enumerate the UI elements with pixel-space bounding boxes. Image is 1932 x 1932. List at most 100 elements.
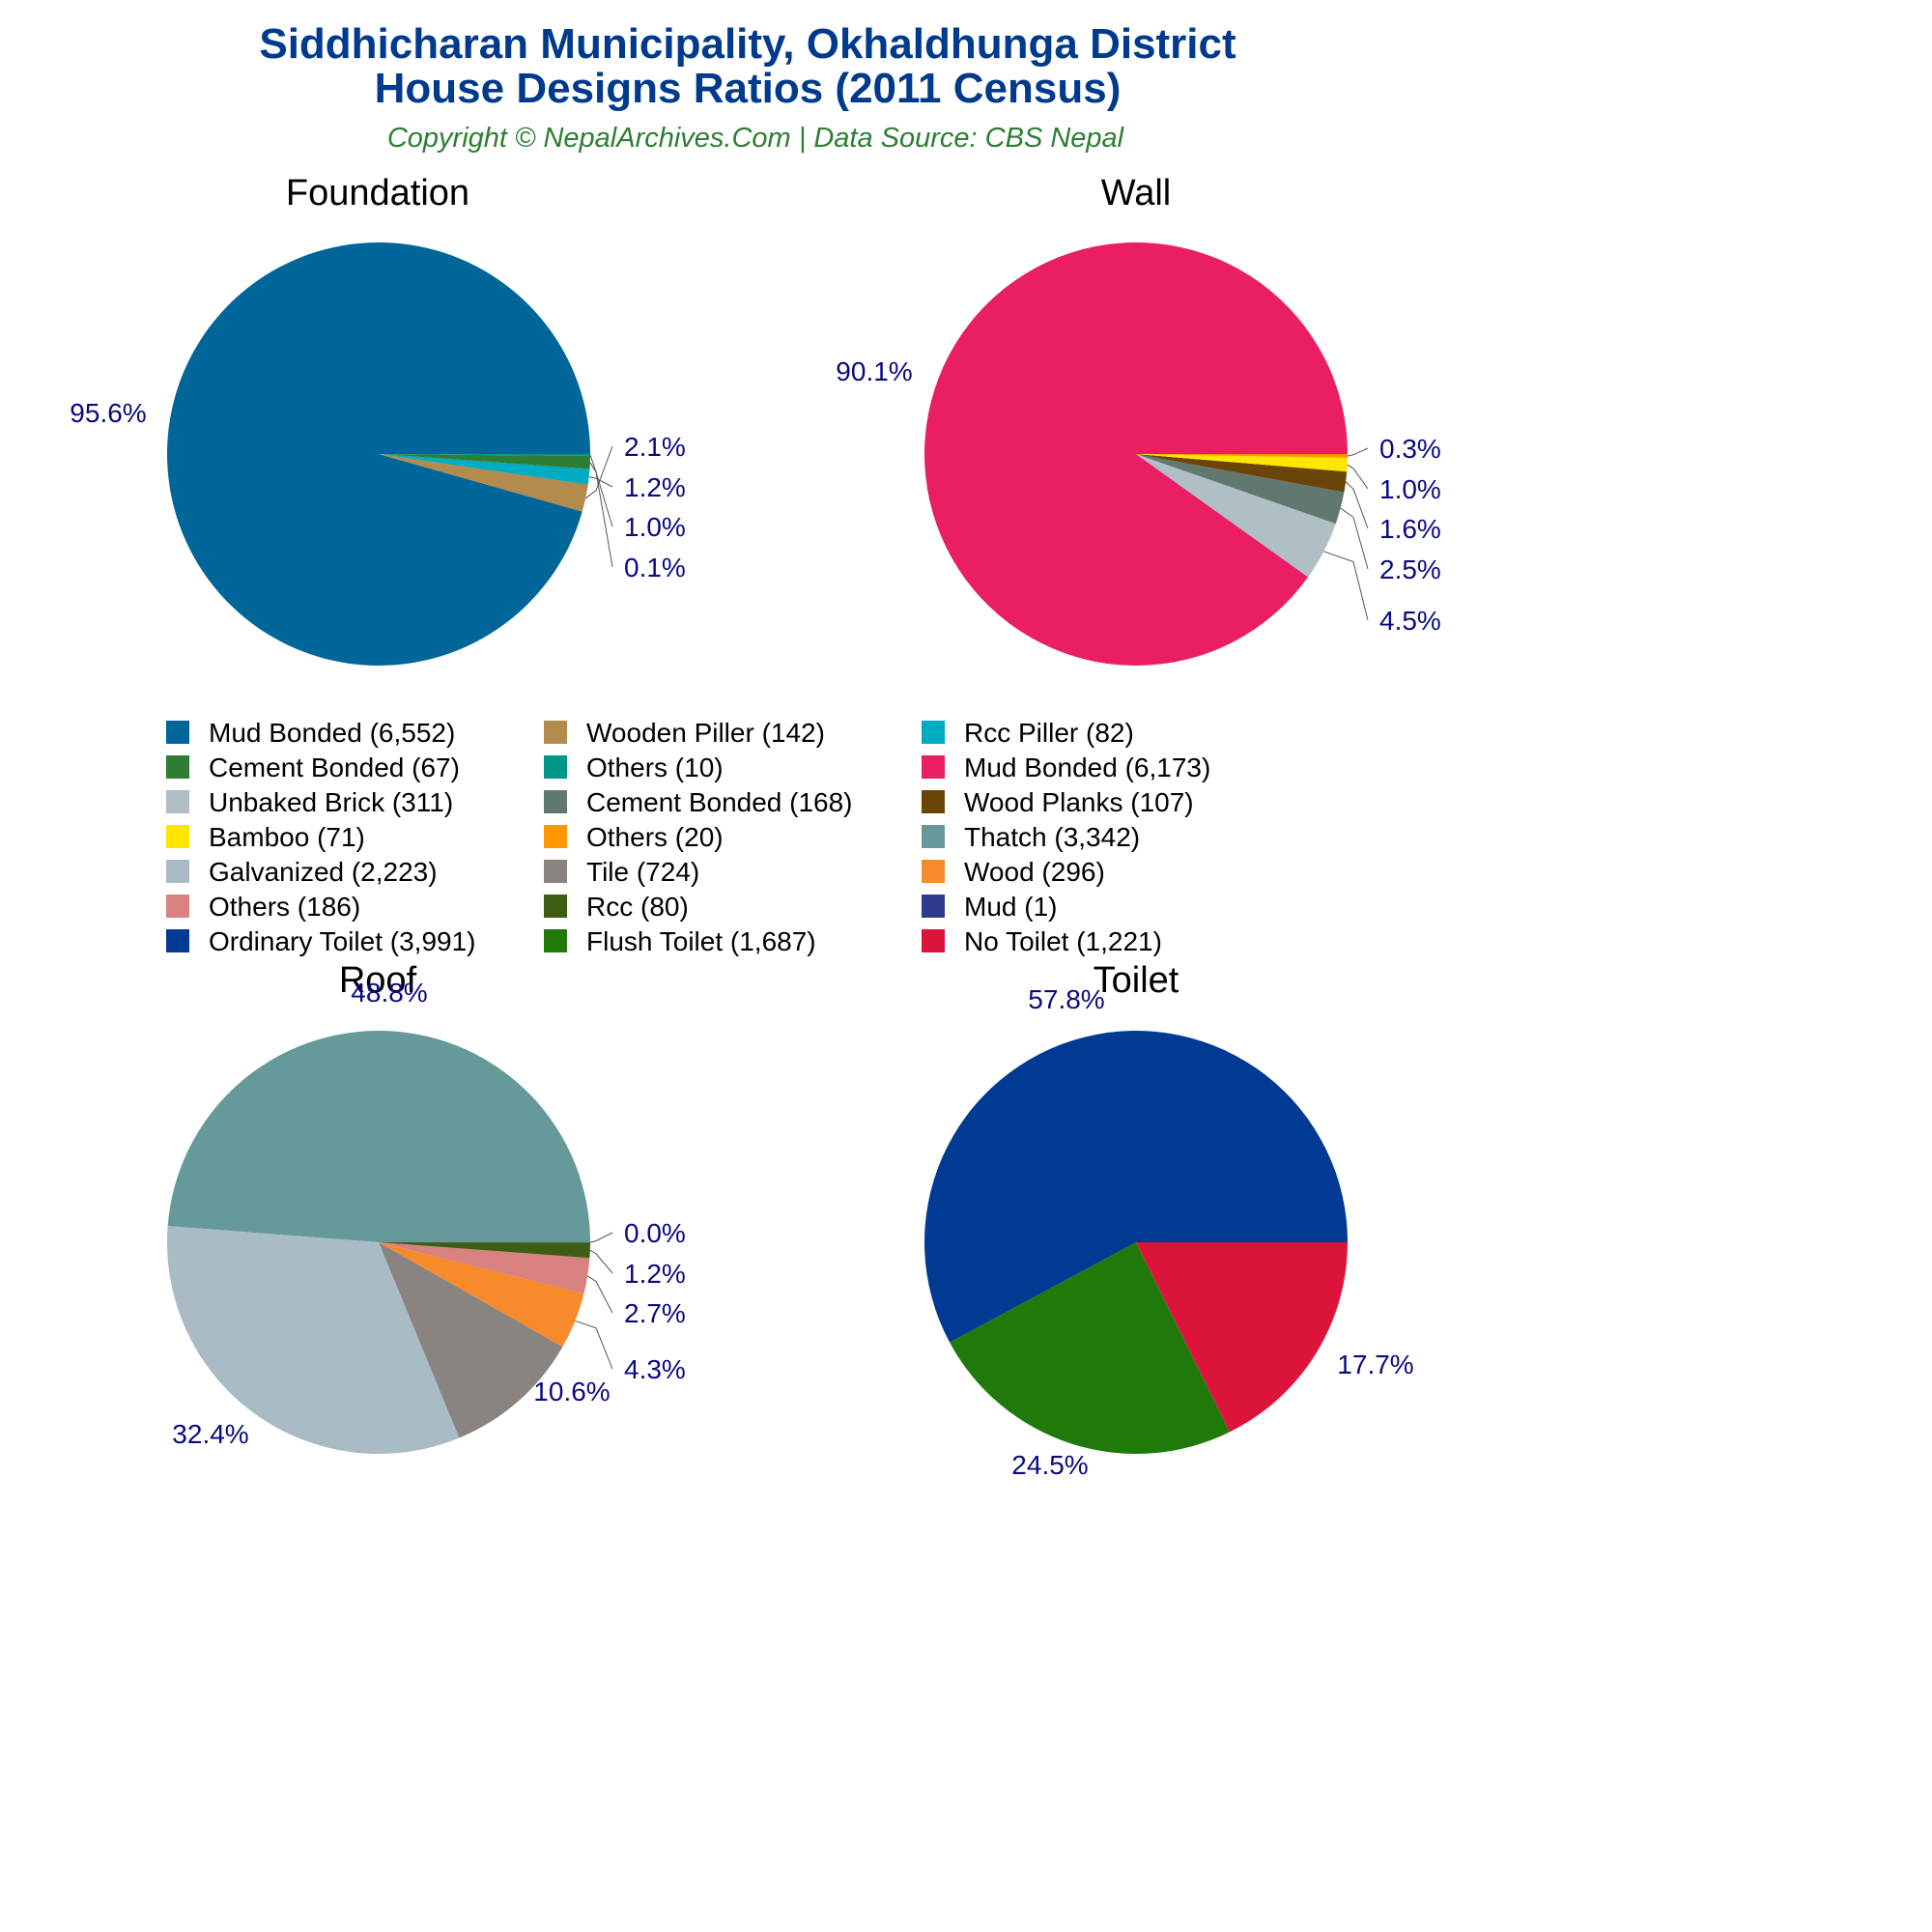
pie-slice-bamboo [1136, 454, 1348, 472]
pie-foundation: 95.6% 2.1% 1.2% 1.0% 0.1% [70, 242, 686, 666]
pie-slice-galvanized [167, 1226, 460, 1454]
legend-entry-label: Wood (296) [964, 857, 1105, 887]
legend-swatch [166, 929, 189, 952]
leader-line [589, 1232, 613, 1243]
legend-entry-label: Others (10) [586, 753, 724, 782]
legend-swatch [922, 790, 945, 813]
slice-percent-label: 0.0% [624, 1218, 686, 1248]
legend-swatch [922, 860, 945, 883]
pie-slice-flush-toilet [950, 1242, 1230, 1454]
legend-swatch [922, 895, 945, 918]
leader-line [575, 1320, 613, 1370]
legend-entry-label: Tile (724) [586, 857, 699, 887]
legend-entry-label: Galvanized (2,223) [209, 857, 438, 887]
slice-percent-label: 2.7% [624, 1298, 686, 1328]
pie-slice-others [1136, 454, 1348, 459]
leader-line [1347, 464, 1369, 490]
pie-slice-mud-bonded [923, 242, 1348, 666]
legend-swatch [166, 895, 189, 918]
slice-percent-label: 4.3% [624, 1354, 686, 1384]
leader-line [1340, 507, 1369, 570]
legend-swatch [544, 895, 567, 918]
slice-percent-label: 90.1% [836, 356, 912, 386]
legend-swatch [166, 825, 189, 848]
leader-line [588, 476, 613, 488]
leader-line [1323, 551, 1369, 621]
leader-line [1345, 481, 1369, 529]
legend-swatch [544, 860, 567, 883]
legend-entry-label: Others (20) [586, 822, 724, 852]
legend-entry-label: Wood Planks (107) [964, 787, 1194, 817]
pie-slice-cement-bonded [379, 454, 590, 469]
pie-title-foundation: Foundation [286, 173, 469, 213]
legend-swatch [166, 721, 189, 744]
pie-slice-cement-bonded [1136, 454, 1345, 525]
slice-percent-label: 57.8% [1028, 984, 1104, 1014]
legend-entry-label: Unbaked Brick (311) [209, 787, 453, 817]
legend: Mud Bonded (6,552) Wooden Piller (142) Rcc… [166, 718, 1210, 956]
legend-swatch [922, 755, 945, 779]
legend-entry-label: Thatch (3,342) [964, 822, 1140, 852]
pie-wall: 90.1% 4.5% 2.5% 1.6% 1.0% 0.3% [836, 242, 1441, 666]
pie-slice-mud-bonded [166, 242, 591, 666]
legend-swatch [544, 790, 567, 813]
leader-line [589, 454, 613, 568]
chart-title-line1: Siddhicharan Municipality, Okhaldhunga D… [259, 20, 1236, 68]
slice-percent-label: 1.2% [624, 472, 686, 502]
legend-swatch [922, 721, 945, 744]
slice-percent-label: 24.5% [1011, 1450, 1088, 1480]
pie-toilet: 57.8% 24.5% 17.7% [924, 984, 1414, 1480]
legend-entry-label: Mud Bonded (6,173) [964, 753, 1210, 782]
legend-entry-label: Wooden Piller (142) [586, 718, 825, 748]
pie-slice-ordinary-toilet [924, 1030, 1349, 1343]
legend-entry-label: Rcc (80) [586, 892, 689, 922]
pie-slice-rcc-piller [379, 454, 590, 485]
slice-percent-label: 10.6% [533, 1377, 610, 1406]
slice-percent-label: 4.5% [1379, 606, 1441, 636]
leader-line [589, 462, 613, 527]
legend-swatch [922, 825, 945, 848]
legend-swatch [166, 755, 189, 779]
legend-entry-label: Ordinary Toilet (3,991) [209, 926, 476, 956]
pie-roof: 48.8% 32.4% 10.6% 4.3% 2.7% 1.2% 0.0% [167, 978, 686, 1454]
chart-canvas: Siddhicharan Municipality, Okhaldhunga D… [70, 20, 1441, 1480]
legend-entry-label: Others (186) [209, 892, 360, 922]
chart-title-line2: House Designs Ratios (2011 Census) [375, 65, 1122, 112]
slice-percent-label: 2.1% [624, 432, 686, 462]
legend-entry-label: Bamboo (71) [209, 822, 365, 852]
pie-slice-unbaked-brick [1136, 454, 1336, 578]
slice-percent-label: 0.1% [624, 553, 686, 582]
legend-swatch [544, 825, 567, 848]
legend-swatch [166, 790, 189, 813]
pie-slice-wooden-piller [379, 454, 588, 512]
slice-percent-label: 95.6% [70, 398, 146, 428]
slice-percent-label: 1.0% [1379, 474, 1441, 504]
leader-line [589, 1249, 613, 1274]
pie-slice-thatch [167, 1031, 590, 1242]
pie-title-toilet: Toilet [1094, 960, 1179, 1001]
legend-entry-label: No Toilet (1,221) [964, 926, 1162, 956]
legend-entry-label: Cement Bonded (67) [209, 753, 460, 782]
slice-percent-label: 2.5% [1379, 554, 1441, 584]
legend-swatch [544, 929, 567, 952]
slice-percent-label: 17.7% [1337, 1350, 1413, 1379]
slice-percent-label: 1.2% [624, 1259, 686, 1289]
slice-percent-label: 48.8% [351, 978, 427, 1008]
slice-percent-label: 32.4% [172, 1419, 248, 1449]
chart-subtitle: Copyright © NepalArchives.Com | Data Sou… [387, 123, 1125, 154]
legend-entry-label: Cement Bonded (168) [586, 787, 853, 817]
pie-slice-tile [379, 1242, 563, 1438]
leader-line [584, 445, 613, 499]
legend-entry-label: Rcc Piller (82) [964, 718, 1134, 748]
legend-entry-label: Mud Bonded (6,552) [209, 718, 455, 748]
legend-entry-label: Mud (1) [964, 892, 1057, 922]
pie-title-wall: Wall [1101, 173, 1171, 213]
legend-entry-label: Flush Toilet (1,687) [586, 926, 816, 956]
pie-title-roof: Roof [339, 960, 417, 1001]
pie-slice-wood-planks [1136, 454, 1348, 493]
legend-swatch [166, 860, 189, 883]
pie-slice-rcc [379, 1242, 590, 1259]
slice-percent-label: 1.0% [624, 512, 686, 542]
pie-slice-wood [379, 1242, 584, 1348]
slice-percent-label: 1.6% [1379, 514, 1441, 544]
